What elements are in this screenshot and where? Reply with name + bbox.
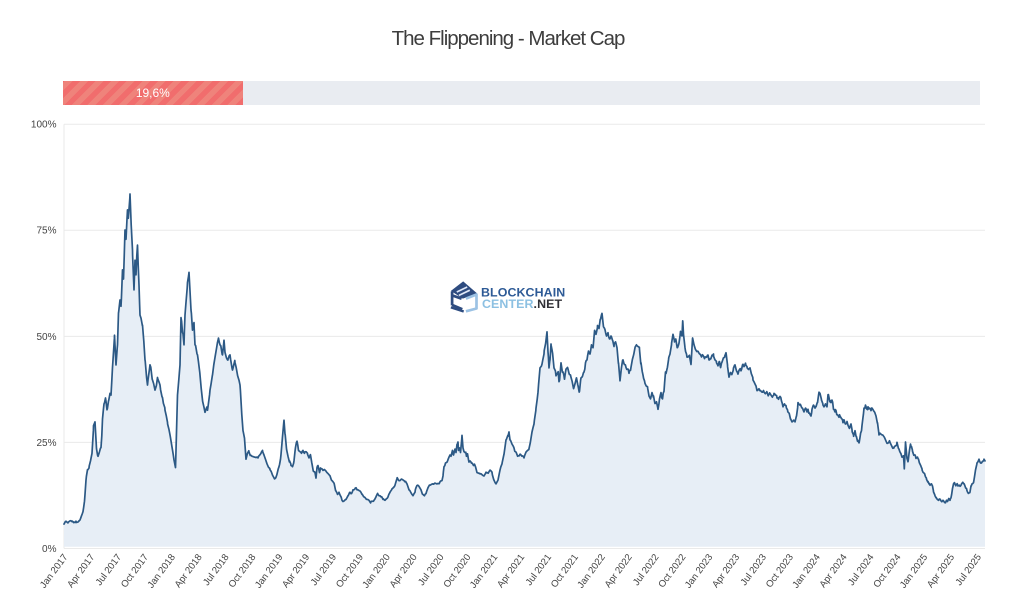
svg-text:Apr 2018: Apr 2018: [173, 552, 205, 590]
svg-text:50%: 50%: [36, 332, 56, 343]
svg-text:25%: 25%: [36, 438, 56, 449]
svg-text:Apr 2020: Apr 2020: [388, 552, 420, 590]
svg-text:Apr 2017: Apr 2017: [65, 552, 97, 590]
svg-text:Apr 2023: Apr 2023: [710, 552, 742, 590]
svg-text:0%: 0%: [42, 544, 57, 555]
svg-text:Apr 2022: Apr 2022: [603, 552, 635, 590]
svg-text:75%: 75%: [36, 226, 56, 237]
svg-text:Jul 2025: Jul 2025: [954, 552, 984, 588]
svg-text:Apr 2021: Apr 2021: [495, 552, 527, 590]
svg-text:CENTER.NET: CENTER.NET: [482, 297, 563, 311]
svg-text:Apr 2019: Apr 2019: [280, 552, 312, 590]
svg-text:Apr 2024: Apr 2024: [818, 552, 850, 590]
svg-text:100%: 100%: [31, 120, 57, 131]
svg-text:BLOCKCHAIN: BLOCKCHAIN: [481, 286, 565, 300]
svg-text:Apr 2025: Apr 2025: [925, 552, 957, 590]
